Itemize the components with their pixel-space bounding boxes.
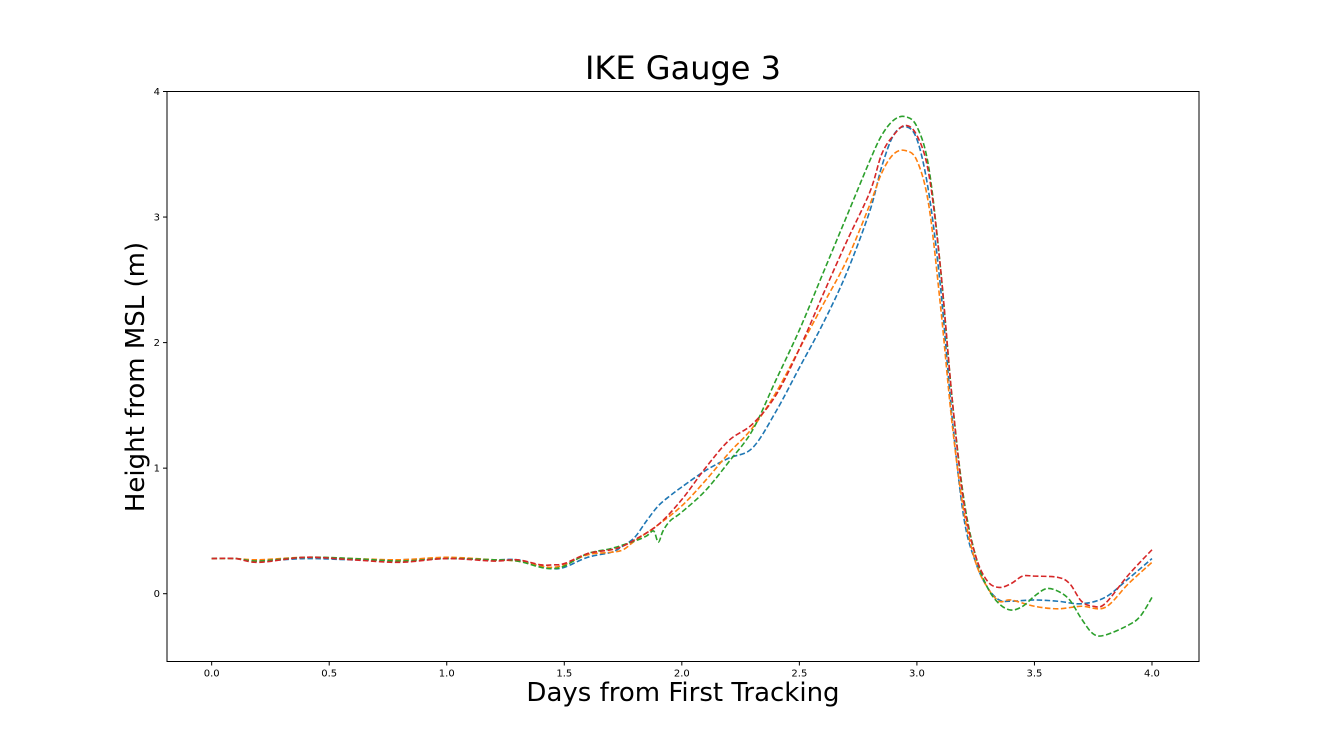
x-tick-label: 2.5 [791,669,807,680]
series-line-4 [211,124,1153,608]
series-layer [211,115,1153,637]
series-line-3 [211,115,1153,637]
x-tick-label: 0.0 [204,669,220,680]
y-axis-label: Height from MSL (m) [121,242,151,512]
x-tick-label: 1.5 [556,669,572,680]
x-tick-label: 2.0 [674,669,690,680]
y-tick-label: 3 [154,213,160,224]
x-axis: 0.0 0.5 1.0 1.5 2.0 2.5 3.0 3.5 4.0 [204,661,1160,680]
x-tick-label: 3.5 [1026,669,1042,680]
plot-area [166,91,1200,662]
chart-title: IKE Gauge 3 [585,49,781,87]
x-tick-label: 1.0 [439,669,455,680]
plot-frame [166,91,1200,662]
x-tick-label: 3.0 [909,669,925,680]
y-axis: 0 1 2 3 4 [154,87,167,600]
x-tick-label: 0.5 [321,669,337,680]
series-line-2 [211,149,1153,610]
y-tick-label: 1 [154,464,160,475]
x-axis-label: Days from First Tracking [526,678,839,708]
series-line-1 [211,125,1153,605]
y-tick-label: 0 [154,589,160,600]
x-tick-label: 4.0 [1144,669,1160,680]
y-tick-label: 2 [154,338,160,349]
y-tick-label: 4 [154,87,160,98]
